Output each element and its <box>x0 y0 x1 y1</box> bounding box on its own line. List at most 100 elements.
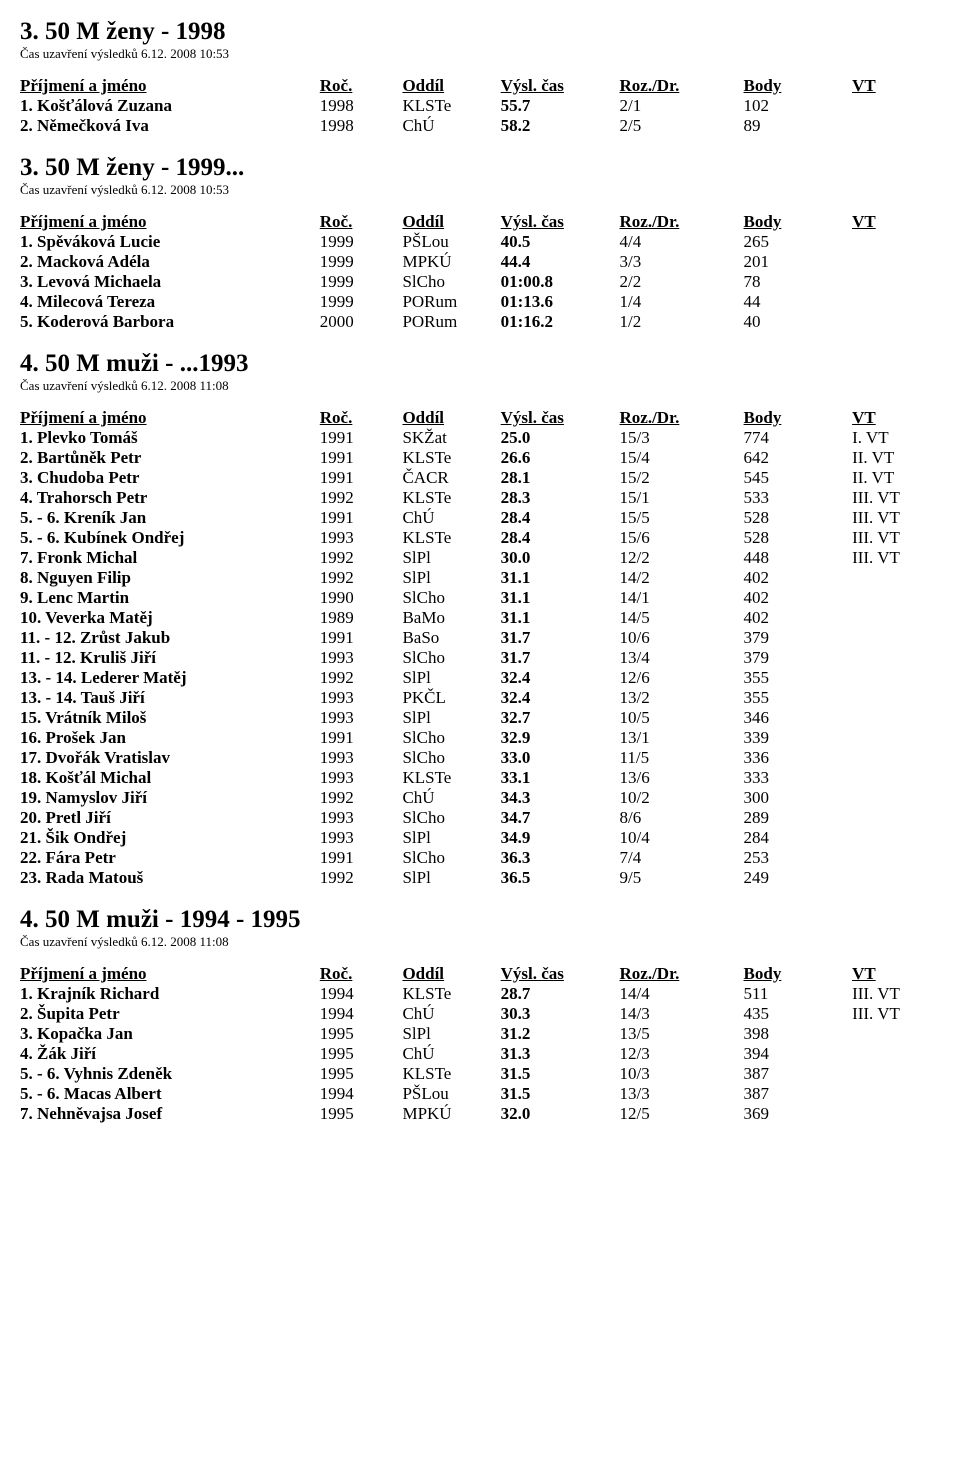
cell-vt <box>852 608 940 628</box>
cell-body: 774 <box>744 428 853 448</box>
cell-cas: 31.7 <box>501 648 620 668</box>
table-row: 7. Nehněvajsa Josef1995MPKÚ32.012/5369 <box>20 1104 940 1124</box>
cell-roc: 1993 <box>320 708 403 728</box>
cell-oddil: ChÚ <box>402 508 500 528</box>
cell-body: 336 <box>744 748 853 768</box>
cell-cas: 32.4 <box>501 688 620 708</box>
section-subtitle: Čas uzavření výsledků 6.12. 2008 10:53 <box>20 46 940 62</box>
column-header-roz: Roz./Dr. <box>620 76 744 96</box>
cell-vt <box>852 568 940 588</box>
cell-name: 5. Koderová Barbora <box>20 312 320 332</box>
cell-name: 5. - 6. Kreník Jan <box>20 508 320 528</box>
cell-oddil: SKŽat <box>402 428 500 448</box>
cell-cas: 30.3 <box>501 1004 620 1024</box>
cell-oddil: PKČL <box>402 688 500 708</box>
cell-body: 394 <box>744 1044 853 1064</box>
cell-roc: 1991 <box>320 448 403 468</box>
cell-roz: 2/2 <box>620 272 744 292</box>
column-header-oddil: Oddíl <box>402 964 500 984</box>
table-row: 9. Lenc Martin1990SlCho31.114/1402 <box>20 588 940 608</box>
column-header-roz: Roz./Dr. <box>620 408 744 428</box>
column-header-cas: Výsl. čas <box>501 212 620 232</box>
cell-roc: 1990 <box>320 588 403 608</box>
cell-body: 346 <box>744 708 853 728</box>
column-header-roc: Roč. <box>320 408 403 428</box>
cell-roc: 1993 <box>320 748 403 768</box>
cell-cas: 32.9 <box>501 728 620 748</box>
cell-cas: 32.4 <box>501 668 620 688</box>
table-row: 5. - 6. Macas Albert1994PŠLou31.513/3387 <box>20 1084 940 1104</box>
cell-name: 11. - 12. Zrůst Jakub <box>20 628 320 648</box>
cell-name: 2. Šupita Petr <box>20 1004 320 1024</box>
cell-name: 4. Žák Jiří <box>20 1044 320 1064</box>
table-row: 1. Plevko Tomáš1991SKŽat25.015/3774I. VT <box>20 428 940 448</box>
column-header-roc: Roč. <box>320 76 403 96</box>
cell-oddil: PŠLou <box>402 232 500 252</box>
section-title: 3. 50 M ženy - 1999... <box>20 154 940 182</box>
cell-roc: 1993 <box>320 768 403 788</box>
cell-body: 339 <box>744 728 853 748</box>
cell-oddil: SlPl <box>402 548 500 568</box>
cell-roz: 7/4 <box>620 848 744 868</box>
cell-roz: 13/1 <box>620 728 744 748</box>
cell-vt <box>852 272 940 292</box>
column-header-name: Příjmení a jméno <box>20 964 320 984</box>
table-row: 10. Veverka Matěj1989BaMo31.114/5402 <box>20 608 940 628</box>
results-section: 4. 50 M muži - 1994 - 1995Čas uzavření v… <box>20 906 940 1124</box>
cell-body: 265 <box>744 232 853 252</box>
cell-body: 78 <box>744 272 853 292</box>
cell-vt <box>852 628 940 648</box>
cell-name: 17. Dvořák Vratislav <box>20 748 320 768</box>
cell-roc: 1995 <box>320 1024 403 1044</box>
cell-roc: 1995 <box>320 1064 403 1084</box>
cell-name: 4. Trahorsch Petr <box>20 488 320 508</box>
cell-vt: III. VT <box>852 488 940 508</box>
cell-vt <box>852 232 940 252</box>
cell-vt <box>852 828 940 848</box>
cell-roz: 15/5 <box>620 508 744 528</box>
cell-roz: 2/1 <box>620 96 744 116</box>
cell-cas: 58.2 <box>501 116 620 136</box>
table-row: 3. Chudoba Petr1991ČACR28.115/2545II. VT <box>20 468 940 488</box>
cell-body: 528 <box>744 528 853 548</box>
cell-name: 5. - 6. Vyhnis Zdeněk <box>20 1064 320 1084</box>
cell-roc: 2000 <box>320 312 403 332</box>
cell-roz: 14/4 <box>620 984 744 1004</box>
cell-body: 545 <box>744 468 853 488</box>
cell-name: 20. Pretl Jiří <box>20 808 320 828</box>
cell-cas: 31.1 <box>501 588 620 608</box>
table-row: 2. Němečková Iva1998ChÚ58.22/589 <box>20 116 940 136</box>
cell-cas: 32.0 <box>501 1104 620 1124</box>
cell-cas: 31.5 <box>501 1064 620 1084</box>
column-header-body: Body <box>744 76 853 96</box>
cell-oddil: ChÚ <box>402 116 500 136</box>
cell-cas: 36.5 <box>501 868 620 888</box>
table-row: 1. Spěváková Lucie1999PŠLou40.54/4265 <box>20 232 940 252</box>
cell-body: 355 <box>744 688 853 708</box>
cell-roc: 1991 <box>320 428 403 448</box>
cell-body: 511 <box>744 984 853 1004</box>
cell-oddil: BaMo <box>402 608 500 628</box>
table-row: 23. Rada Matouš1992SlPl36.59/5249 <box>20 868 940 888</box>
cell-cas: 34.7 <box>501 808 620 828</box>
cell-oddil: SlCho <box>402 272 500 292</box>
column-header-cas: Výsl. čas <box>501 964 620 984</box>
cell-roz: 13/5 <box>620 1024 744 1044</box>
cell-cas: 34.9 <box>501 828 620 848</box>
cell-roc: 1992 <box>320 548 403 568</box>
table-row: 2. Bartůněk Petr1991KLSTe26.615/4642II. … <box>20 448 940 468</box>
cell-cas: 01:00.8 <box>501 272 620 292</box>
column-header-oddil: Oddíl <box>402 408 500 428</box>
cell-oddil: ČACR <box>402 468 500 488</box>
cell-roz: 12/5 <box>620 1104 744 1124</box>
cell-body: 44 <box>744 292 853 312</box>
cell-roz: 1/4 <box>620 292 744 312</box>
table-row: 4. Žák Jiří1995ChÚ31.312/3394 <box>20 1044 940 1064</box>
table-row: 2. Macková Adéla1999MPKÚ44.43/3201 <box>20 252 940 272</box>
cell-name: 13. - 14. Tauš Jiří <box>20 688 320 708</box>
cell-body: 402 <box>744 588 853 608</box>
cell-oddil: SlPl <box>402 668 500 688</box>
cell-cas: 31.7 <box>501 628 620 648</box>
cell-roz: 3/3 <box>620 252 744 272</box>
cell-vt <box>852 688 940 708</box>
